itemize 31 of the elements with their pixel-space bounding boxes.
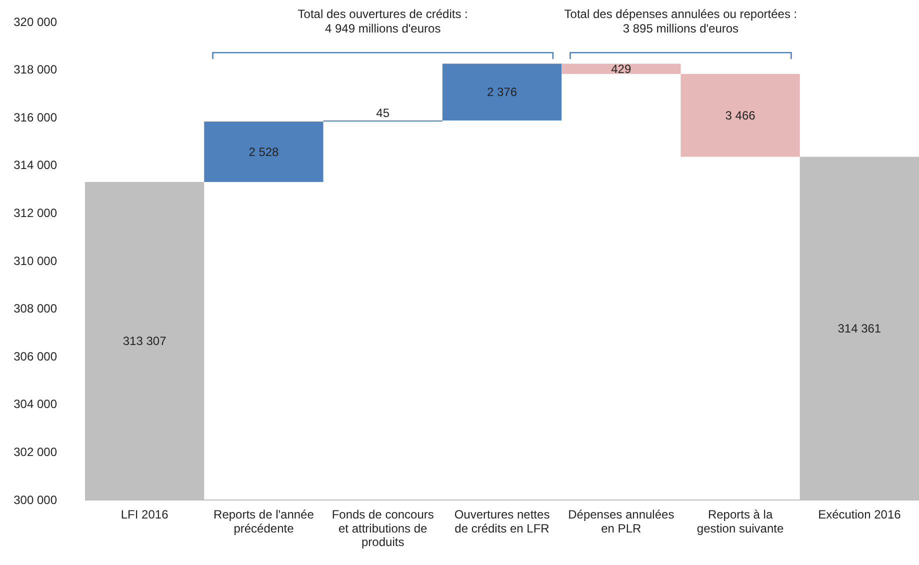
- y-tick-label: 306 000: [14, 349, 58, 364]
- y-tick-label: 308 000: [14, 302, 58, 316]
- data-label: 3 466: [725, 108, 756, 122]
- y-tick-label: 312 000: [14, 206, 58, 220]
- y-tick-label: 304 000: [14, 397, 58, 412]
- x-tick-label: Reports de l'année précédente: [214, 508, 314, 536]
- y-tick-label: 316 000: [14, 110, 58, 124]
- y-tick-label: 320 000: [14, 14, 58, 29]
- y-tick-label: 314 000: [14, 158, 58, 172]
- data-label: 314 361: [838, 321, 882, 336]
- y-tick-label: 318 000: [14, 62, 58, 77]
- data-label: 45: [376, 106, 390, 120]
- bar: [204, 122, 324, 182]
- y-tick-label: 310 000: [14, 254, 58, 268]
- annotation: Total des dépenses annulées ou reportées : 3 895 millions d'euros: [564, 7, 798, 36]
- annotation: Total des ouvertures de crédits : 4 949 millions d'euros: [298, 7, 468, 36]
- x-tick-label: Fonds de concours et attributions de produits: [332, 508, 434, 550]
- x-tick-label: Ouvertures nettes de crédits en LFR: [454, 508, 550, 536]
- data-label: 313 307: [122, 334, 167, 348]
- x-tick-label: LFI 2016: [120, 508, 169, 522]
- bar: [680, 74, 800, 157]
- data-label: 2 376: [486, 85, 518, 100]
- y-tick-label: 302 000: [14, 445, 58, 460]
- data-label: 2 528: [248, 144, 280, 159]
- x-tick-label: Reports à la gestion suivante: [696, 508, 784, 536]
- x-tick-label: Exécution 2016: [818, 508, 902, 522]
- x-tick-label: Dépenses annulées en PLR: [568, 508, 674, 536]
- data-label: 429: [611, 62, 632, 76]
- bar: [562, 64, 681, 74]
- y-tick-label: 300 000: [14, 492, 58, 507]
- bar: [442, 64, 562, 120]
